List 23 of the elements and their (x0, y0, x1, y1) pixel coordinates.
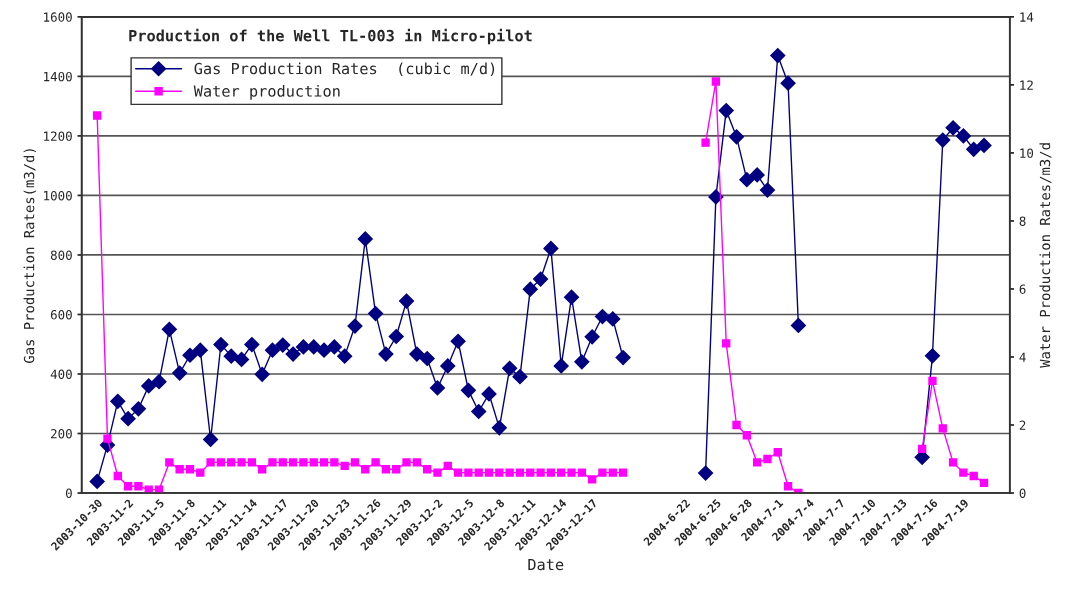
y-tick-label: 800 (50, 250, 72, 260)
y2-axis-title: Water Production Rates/m3/d (1039, 143, 1052, 368)
y2-tick-label: 2 (1019, 420, 1026, 430)
legend-label: Water production (193, 85, 340, 100)
y-axis-title: Gas Production Rates(m3/d) (23, 149, 36, 363)
y2-tick-label: 14 (1020, 12, 1034, 22)
y-tick-label: 1000 (44, 190, 72, 201)
y-tick-label: 400 (50, 369, 72, 379)
y-tick-label: 200 (51, 429, 72, 439)
y-tick-label: 600 (50, 309, 72, 320)
y2-tick-label: 4 (1019, 352, 1026, 362)
y2-tick-label: 6 (1019, 284, 1026, 294)
y-tick-label: 1600 (44, 12, 72, 22)
y-tick-label: 1400 (44, 71, 72, 82)
y2-tick-label: 12 (1020, 80, 1033, 90)
y-tick-label: 1200 (44, 131, 72, 141)
y-tick-label: 0 (65, 488, 72, 498)
y2-tick-label: 8 (1019, 216, 1026, 226)
text: Production of the Well TL-003 in Micro-pilot (129, 28, 532, 45)
legend-label: Gas Production Rates (cubic m/d) (194, 62, 495, 77)
x-axis-title: Date (528, 558, 564, 571)
y2-tick-label: 0 (1019, 488, 1026, 498)
y2-tick-label: 10 (1020, 148, 1034, 158)
